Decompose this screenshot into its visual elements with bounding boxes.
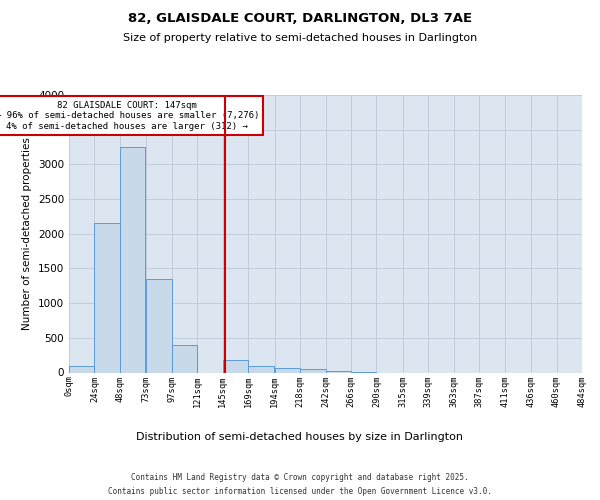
Text: 82, GLAISDALE COURT, DARLINGTON, DL3 7AE: 82, GLAISDALE COURT, DARLINGTON, DL3 7AE xyxy=(128,12,472,26)
Bar xyxy=(300,369,325,372)
Bar xyxy=(275,368,300,372)
Text: Distribution of semi-detached houses by size in Darlington: Distribution of semi-detached houses by … xyxy=(137,432,464,442)
Bar xyxy=(146,279,172,372)
Text: Contains HM Land Registry data © Crown copyright and database right 2025.: Contains HM Land Registry data © Crown c… xyxy=(131,472,469,482)
Bar xyxy=(325,371,351,372)
Text: Size of property relative to semi-detached houses in Darlington: Size of property relative to semi-detach… xyxy=(123,33,477,43)
Bar xyxy=(69,366,94,372)
Text: 82 GLAISDALE COURT: 147sqm
← 96% of semi-detached houses are smaller (7,276)
4% : 82 GLAISDALE COURT: 147sqm ← 96% of semi… xyxy=(0,101,259,130)
Bar xyxy=(248,366,274,372)
Bar xyxy=(223,360,248,372)
Bar xyxy=(94,224,120,372)
Text: Contains public sector information licensed under the Open Government Licence v3: Contains public sector information licen… xyxy=(108,488,492,496)
Bar xyxy=(172,346,197,372)
Bar xyxy=(120,147,145,372)
Y-axis label: Number of semi-detached properties: Number of semi-detached properties xyxy=(22,138,32,330)
